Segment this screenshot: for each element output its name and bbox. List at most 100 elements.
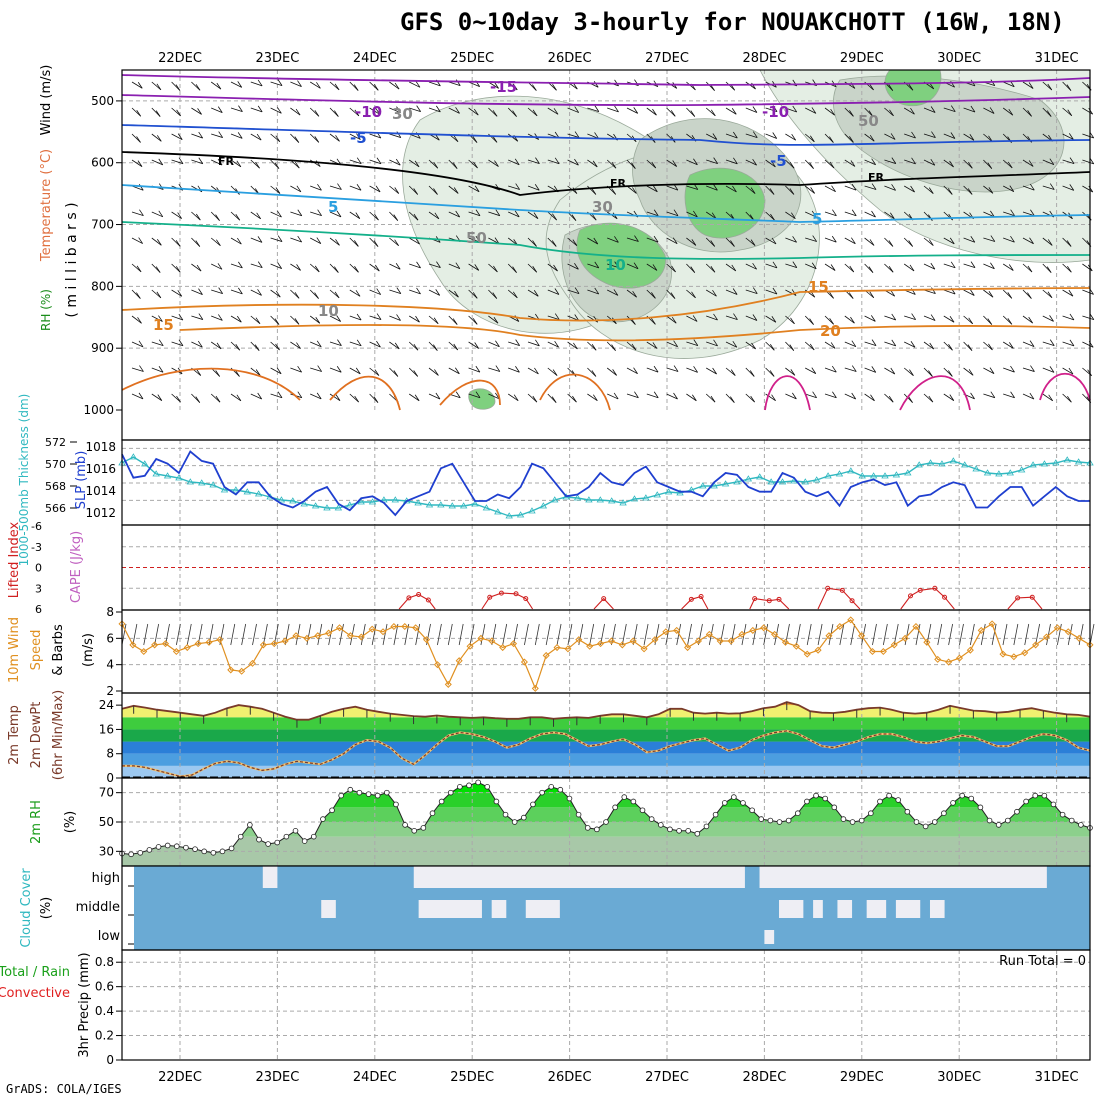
wind-speed-marker [553,644,561,652]
rh-marker [256,836,262,843]
wind-barb-flag [690,110,696,117]
wind-barb [884,107,894,117]
wind-barb-flag [712,367,717,375]
lifted-index-marker [416,591,422,597]
ylabel-slp: SLP (mb) [74,451,89,510]
thickness-marker [414,499,422,506]
pressure-tick-label: 600 [91,156,114,170]
thickness-tick-label: 570 [45,458,66,471]
wind-barb-flag [1030,209,1035,216]
rh-marker [648,816,655,822]
wind-barb-flag [871,366,877,373]
wind-barb [1062,159,1075,165]
wind-barb-flag [1067,395,1072,403]
wind-speed-marker [270,640,278,648]
wind-barb-flag [317,183,322,191]
wind-speed-marker [1075,634,1083,642]
wind-barb [666,211,679,217]
wind-barb-flag [809,318,814,325]
temperature-contour [121,367,611,411]
wind-barb [131,393,144,400]
wind-barb-flag [769,188,775,195]
contour-label: 50 [858,112,879,130]
wind-barb-flag [294,318,300,325]
wind-barb [824,263,836,271]
rh-marker [493,798,500,805]
thickness-marker [198,479,206,486]
wind-barb [969,623,975,646]
rh-marker [402,822,408,828]
wind-barb [556,623,562,646]
wind-barb [844,237,856,245]
wind-barb-flag [296,185,302,193]
wind-barb-flag [908,396,913,403]
wind-barb [844,211,857,217]
wind-barb-flag [851,209,857,216]
wind-barb [824,159,835,169]
wind-barb-flag [574,287,580,294]
wind-barb [1022,237,1034,245]
rh-marker [630,798,637,805]
wind-barb [785,623,790,646]
wind-barb-flag [930,262,936,270]
lifted-index-line [398,593,436,610]
thickness-marker [1006,469,1014,476]
wind-barb-flag [217,263,223,270]
wind-barb-flag [1049,158,1055,165]
wind-barb [903,367,914,376]
wind-barb-flag [631,343,637,351]
rh-marker [1068,817,1075,824]
wind-barb [903,263,915,272]
wind-barb-flag [730,240,735,247]
wind-barb [795,623,801,646]
wind-barb [171,263,181,273]
wind-barb [706,367,717,375]
wind-barb-flag [612,212,618,219]
wind-speed-marker [629,637,637,645]
wind-barb-flag [990,235,996,242]
wind-barb [468,263,479,271]
wind-barb [666,315,677,324]
rh-marker [155,844,162,850]
wind-speed-marker [999,650,1007,658]
wind-barb-flag [673,392,678,400]
x-tick-label-bottom: 29DEC [840,1070,884,1085]
wind-barb-flag [257,261,263,268]
thickness-marker [289,497,297,504]
wind-barb-flag [851,365,857,372]
wind-barb-flag [928,214,933,221]
thickness-tick-label: 572 [45,436,66,449]
wind-barb-flag [670,292,676,299]
wind-barb [923,159,935,166]
wind-barb [844,341,857,348]
thickness-marker [961,461,969,468]
wind-barb-flag [475,209,481,216]
wind-speed-marker [423,636,431,644]
wind-barb-flag [1049,183,1055,190]
wind-barb-flag [1067,109,1073,116]
wind-barb [252,623,257,646]
wind-barb-flag [792,392,797,400]
wind-barb-flag [613,392,619,400]
x-tick-label-bottom: 31DEC [1035,1070,1079,1085]
pressure-tick-label: 500 [91,94,114,108]
wind-barb [824,341,836,349]
temp-tick-label: 24 [99,698,114,712]
wind-barb [607,237,619,243]
x-tick-label-top: 22DEC [158,51,202,66]
wind-speed-marker [466,642,474,650]
thickness-marker [539,502,548,509]
wind-barb-flag [691,291,696,299]
wind-barb-flag [137,160,143,167]
wind-barb-flag [574,158,579,166]
wind-barb-flag [989,367,995,374]
temperature-contour [121,221,1091,260]
wind-barb-flag [594,261,600,269]
wind-barb [705,107,716,117]
rh-marker [1032,792,1039,799]
x-tick-label-bottom: 27DEC [645,1070,689,1085]
wind-barb-flag [772,105,778,112]
ylabel-wind-10m: 10m Wind [7,617,22,683]
rh-marker [457,783,463,790]
rh-marker [840,816,847,822]
